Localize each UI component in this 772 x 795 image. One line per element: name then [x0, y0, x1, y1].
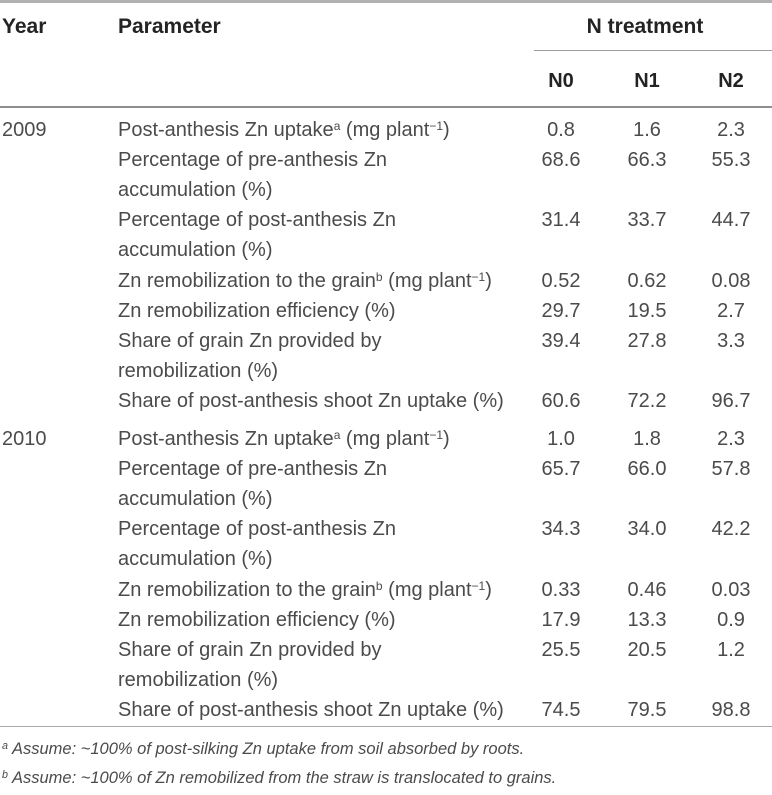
superscript-marker: b: [375, 269, 383, 284]
parameter-cell: Post-anthesis Zn uptakea (mg plant−1): [118, 427, 450, 450]
value-cell: 1.2: [717, 638, 745, 661]
table-row: Percentage of post-anthesis Zn accumulat…: [0, 205, 772, 265]
footnote-b-marker: b: [2, 769, 8, 782]
value-cell: 0.08: [711, 269, 751, 292]
parameter-cell: Share of grain Zn provided by remobiliza…: [118, 329, 382, 383]
value-cell: 0.9: [717, 608, 745, 631]
value-cell: 0.33: [541, 578, 581, 601]
table-row: Zn remobilization to the grainb (mg plan…: [0, 575, 772, 605]
table-row: Zn remobilization efficiency (%) 29.7 19.5…: [0, 296, 772, 326]
value-cell: 27.8: [627, 329, 667, 352]
value-cell: 74.5: [541, 699, 581, 722]
table-row: Share of post-anthesis shoot Zn uptake (…: [0, 386, 772, 416]
value-cell: 3.3: [717, 329, 745, 352]
parameter-cell: Percentage of post-anthesis Zn accumulat…: [118, 209, 396, 262]
parameter-cell: Zn remobilization efficiency (%): [118, 608, 396, 631]
value-cell: 17.9: [541, 608, 581, 631]
treatment-n0-header: N0: [518, 50, 604, 108]
value-cell: 0.8: [547, 118, 575, 141]
table-row: Percentage of pre-anthesis Zn accumulati…: [0, 145, 772, 205]
parameter-cell: Share of grain Zn provided by remobiliza…: [118, 638, 382, 692]
value-cell: 79.5: [627, 699, 667, 722]
value-cell: 44.7: [711, 209, 751, 232]
table-header: Year Parameter N treatment N0 N1 N2: [0, 1, 772, 108]
value-cell: 66.0: [627, 457, 667, 480]
header-row-2: N0 N1 N2: [0, 50, 772, 108]
year-cell: 2009: [2, 118, 47, 141]
footnote-a-text: Assume: ~100% of post-silking Zn uptake …: [11, 739, 525, 758]
table-row: Percentage of post-anthesis Zn accumulat…: [0, 514, 772, 574]
table-row: Share of grain Zn provided by remobiliza…: [0, 635, 772, 695]
superscript-marker: −1: [471, 578, 486, 593]
table-row: Zn remobilization efficiency (%) 17.9 13.3…: [0, 605, 772, 635]
value-cell: 98.8: [711, 699, 751, 722]
value-cell: 0.62: [627, 269, 667, 292]
treatment-n1-header: N1: [604, 50, 690, 108]
header-row-1: Year Parameter N treatment: [0, 1, 772, 108]
value-cell: 1.8: [633, 427, 661, 450]
parameter-cell: Share of post-anthesis shoot Zn uptake (…: [118, 390, 504, 413]
table-row: 2009 Post-anthesis Zn uptakea (mg plant−1…: [0, 107, 772, 145]
superscript-marker: a: [333, 427, 341, 442]
value-cell: 39.4: [541, 329, 581, 352]
parameter-cell: Share of post-anthesis shoot Zn uptake (…: [118, 699, 504, 722]
table-body: 2009 Post-anthesis Zn uptakea (mg plant−1…: [0, 107, 772, 727]
value-cell: 60.6: [541, 390, 581, 413]
table-row: 2010 Post-anthesis Zn uptakea (mg plant−1…: [0, 417, 772, 454]
value-cell: 19.5: [627, 299, 667, 322]
footnote-b: b Assume: ~100% of Zn remobilized from th…: [2, 764, 772, 793]
table-row: Share of grain Zn provided by remobiliza…: [0, 326, 772, 386]
parameter-cell: Zn remobilization to the grainb (mg plan…: [118, 269, 492, 292]
year-cell: 2010: [2, 427, 47, 450]
parameter-cell: Percentage of pre-anthesis Zn accumulati…: [118, 457, 388, 510]
value-cell: 29.7: [541, 299, 581, 322]
value-cell: 68.6: [541, 148, 581, 171]
value-cell: 25.5: [541, 638, 581, 661]
superscript-marker: a: [333, 118, 341, 133]
value-cell: 34.3: [541, 518, 581, 541]
parameter-cell: Percentage of pre-anthesis Zn accumulati…: [118, 148, 388, 201]
value-cell: 55.3: [711, 148, 751, 171]
value-cell: 0.46: [627, 578, 667, 601]
superscript-marker: b: [375, 578, 383, 593]
superscript-marker: −1: [429, 118, 443, 133]
footnote-b-text: Assume: ~100% of Zn remobilized from the…: [11, 768, 557, 787]
value-cell: 31.4: [541, 209, 581, 232]
value-cell: 13.3: [627, 608, 667, 631]
treatment-n2-header: N2: [690, 50, 772, 108]
value-cell: 72.2: [627, 390, 667, 413]
parameter-cell: Zn remobilization to the grainb (mg plan…: [118, 578, 492, 601]
footnote-a-marker: a: [2, 740, 8, 753]
parameter-cell: Zn remobilization efficiency (%): [118, 299, 396, 322]
value-cell: 1.6: [633, 118, 661, 141]
value-cell: 96.7: [711, 390, 751, 413]
superscript-marker: −1: [471, 269, 486, 284]
value-cell: 65.7: [541, 457, 581, 480]
value-cell: 1.0: [547, 427, 575, 450]
value-cell: 42.2: [711, 518, 751, 541]
parameter-cell: Percentage of post-anthesis Zn accumulat…: [118, 518, 396, 571]
value-cell: 66.3: [627, 148, 667, 171]
treatment-group-header: N treatment: [518, 2, 772, 51]
table-row: Share of post-anthesis shoot Zn uptake (…: [0, 695, 772, 726]
value-cell: 20.5: [627, 638, 667, 661]
value-cell: 57.8: [711, 457, 751, 480]
value-cell: 33.7: [627, 209, 667, 232]
value-cell: 2.3: [717, 118, 745, 141]
value-cell: 2.3: [717, 427, 745, 450]
footnote-a: a Assume: ~100% of post-silking Zn uptake…: [2, 735, 772, 764]
value-cell: 34.0: [627, 518, 667, 541]
value-cell: 2.7: [717, 299, 745, 322]
value-cell: 0.52: [541, 269, 581, 292]
parameter-cell: Post-anthesis Zn uptakea (mg plant−1): [118, 118, 450, 141]
table-row: Percentage of pre-anthesis Zn accumulati…: [0, 454, 772, 514]
footnotes: a Assume: ~100% of post-silking Zn uptake…: [0, 735, 772, 793]
value-cell: 0.03: [711, 578, 751, 601]
year-column-header: Year: [0, 1, 118, 108]
table-row: Zn remobilization to the grainb (mg plan…: [0, 266, 772, 296]
superscript-marker: −1: [429, 427, 443, 442]
data-table: Year Parameter N treatment N0 N1 N2 2009…: [0, 0, 772, 727]
parameter-column-header: Parameter: [118, 1, 518, 108]
